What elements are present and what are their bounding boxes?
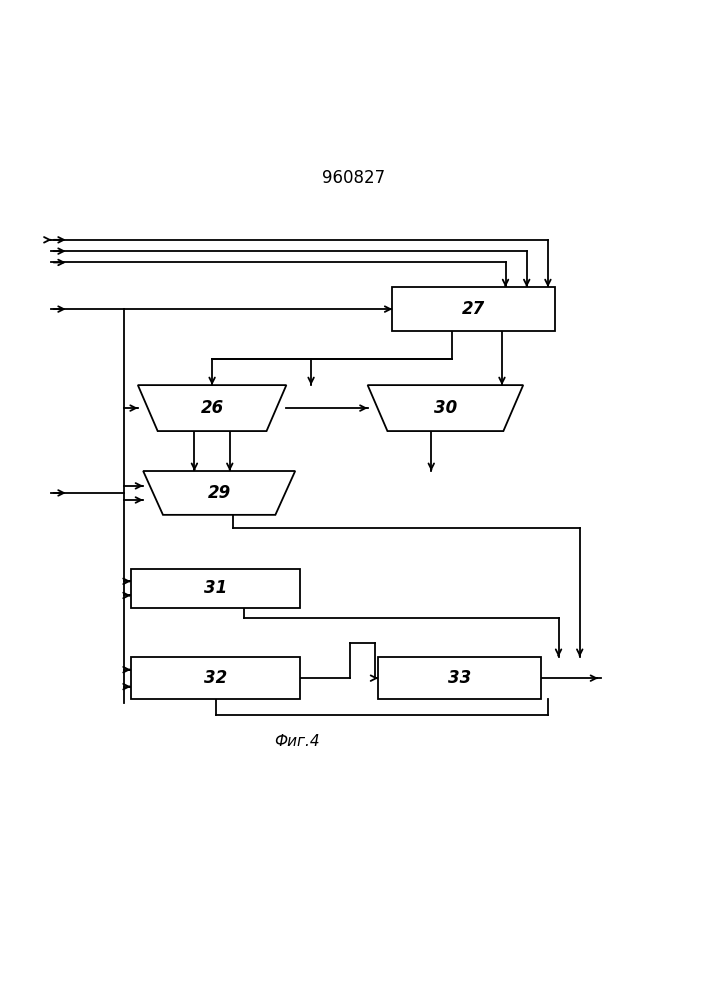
Bar [131,657,300,699]
Text: 31: 31 [204,579,227,597]
Text: 30: 30 [434,399,457,417]
Polygon shape [143,471,295,515]
Polygon shape [368,385,523,431]
Text: 32: 32 [204,669,227,687]
Text: 33: 33 [448,669,471,687]
Text: 960827: 960827 [322,169,385,187]
Polygon shape [138,385,286,431]
Text: Фиг.4: Фиг.4 [274,734,320,749]
Text: 26: 26 [201,399,223,417]
Text: 29: 29 [208,484,230,502]
Bar [378,657,541,699]
Bar [131,569,300,608]
Bar [392,287,555,331]
Text: 27: 27 [462,300,485,318]
